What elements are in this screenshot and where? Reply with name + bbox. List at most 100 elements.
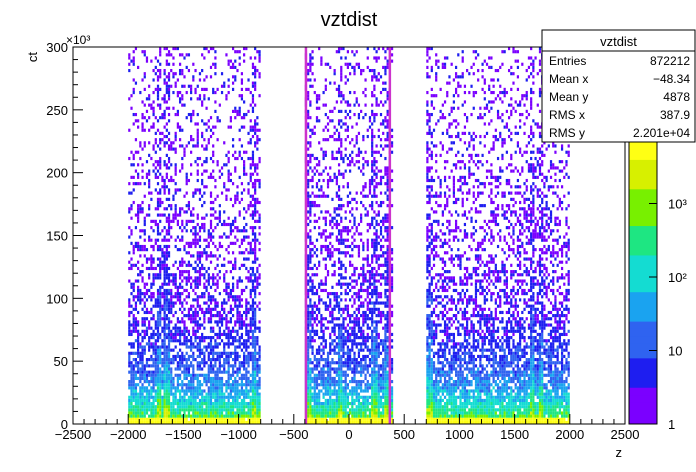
heatmap-cell xyxy=(220,408,224,412)
heatmap-cell xyxy=(152,147,155,151)
heatmap-cell xyxy=(225,380,228,384)
heatmap-cell xyxy=(163,279,166,283)
heatmap-cell xyxy=(229,59,232,63)
heatmap-cell xyxy=(178,260,182,264)
heatmap-cell xyxy=(212,405,215,409)
heatmap-cell xyxy=(190,417,193,421)
heatmap-cell xyxy=(159,392,162,396)
heatmap-cell xyxy=(167,307,171,311)
heatmap-cell xyxy=(329,389,332,393)
heatmap-cell xyxy=(245,276,248,280)
heatmap-cell xyxy=(318,97,321,101)
heatmap-cell xyxy=(331,339,334,343)
heatmap-cell xyxy=(150,156,153,161)
heatmap-cell xyxy=(355,370,358,374)
heatmap-cell xyxy=(331,376,334,381)
heatmap-cell xyxy=(163,226,166,230)
heatmap-cell xyxy=(364,361,367,365)
heatmap-cell xyxy=(181,386,184,390)
heatmap-cell xyxy=(181,332,184,337)
heatmap-cell xyxy=(231,370,235,374)
heatmap-cell xyxy=(256,402,259,406)
heatmap-cell xyxy=(207,141,210,145)
heatmap-cell xyxy=(307,200,310,205)
heatmap-cell xyxy=(247,141,250,145)
heatmap-cell xyxy=(309,417,312,421)
heatmap-cell xyxy=(360,150,363,154)
heatmap-cell xyxy=(130,420,133,424)
heatmap-cell xyxy=(167,219,171,223)
heatmap-cell xyxy=(225,389,228,393)
heatmap-cell xyxy=(236,373,239,377)
heatmap-cell xyxy=(373,116,376,120)
heatmap-cell xyxy=(165,408,168,412)
heatmap-cell xyxy=(324,420,327,424)
heatmap-cell xyxy=(194,376,197,381)
heatmap-cell xyxy=(337,238,341,242)
heatmap-cell xyxy=(172,383,175,387)
heatmap-cell xyxy=(205,75,208,79)
heatmap-cell xyxy=(225,292,228,296)
heatmap-cell xyxy=(360,266,363,271)
heatmap-cell xyxy=(196,386,199,390)
heatmap-cell xyxy=(251,354,255,359)
heatmap-cell xyxy=(249,383,252,387)
heatmap-cell xyxy=(167,229,171,233)
heatmap-cell xyxy=(163,364,166,368)
heatmap-cell xyxy=(346,395,349,399)
heatmap-cell xyxy=(159,244,162,249)
heatmap-cell xyxy=(320,147,323,151)
heatmap-cell xyxy=(368,125,372,129)
heatmap-cell xyxy=(205,254,208,258)
heatmap-cell xyxy=(148,389,151,393)
heatmap-cell xyxy=(337,282,341,286)
heatmap-cell xyxy=(240,263,244,267)
heatmap-cell xyxy=(207,417,210,421)
heatmap-cell xyxy=(371,288,374,293)
heatmap-cell xyxy=(203,97,206,101)
heatmap-cell xyxy=(355,100,358,104)
heatmap-cell xyxy=(196,417,199,421)
heatmap-cell xyxy=(176,376,179,381)
heatmap-cell xyxy=(207,241,210,245)
heatmap-cell xyxy=(368,420,372,424)
heatmap-cell xyxy=(130,310,133,315)
heatmap-cell xyxy=(326,122,330,126)
heatmap-cell xyxy=(245,323,248,327)
heatmap-cell xyxy=(167,156,171,161)
heatmap-cell xyxy=(315,94,319,98)
heatmap-cell xyxy=(251,417,255,421)
heatmap-cell xyxy=(156,380,160,384)
heatmap-cell xyxy=(201,310,204,315)
heatmap-cell xyxy=(137,150,140,154)
heatmap-cell xyxy=(311,417,314,421)
heatmap-cell xyxy=(309,84,312,88)
heatmap-cell xyxy=(236,304,239,308)
heatmap-cell xyxy=(251,125,255,129)
heatmap-cell xyxy=(353,414,356,418)
heatmap-cell xyxy=(218,358,221,362)
heatmap-cell xyxy=(245,376,248,381)
heatmap-cell xyxy=(170,320,173,324)
heatmap-cell xyxy=(309,285,312,289)
heatmap-cell xyxy=(346,232,349,236)
heatmap-cell xyxy=(337,317,341,321)
heatmap-cell xyxy=(178,376,182,381)
heatmap-cell xyxy=(344,270,347,274)
heatmap-cell xyxy=(329,301,332,305)
heatmap-cell xyxy=(340,229,343,233)
heatmap-cell xyxy=(156,361,160,365)
heatmap-cell xyxy=(254,320,257,324)
heatmap-cell xyxy=(234,411,237,415)
heatmap-cell xyxy=(309,373,312,377)
heatmap-cell xyxy=(258,405,261,409)
heatmap-cell xyxy=(220,235,224,239)
heatmap-cell xyxy=(141,50,144,54)
heatmap-cell xyxy=(143,248,146,252)
heatmap-cell xyxy=(337,169,341,173)
heatmap-cell xyxy=(139,370,142,374)
heatmap-cell xyxy=(231,342,235,346)
heatmap-cell xyxy=(178,263,182,267)
heatmap-cell xyxy=(207,317,210,321)
heatmap-cell xyxy=(132,411,135,415)
